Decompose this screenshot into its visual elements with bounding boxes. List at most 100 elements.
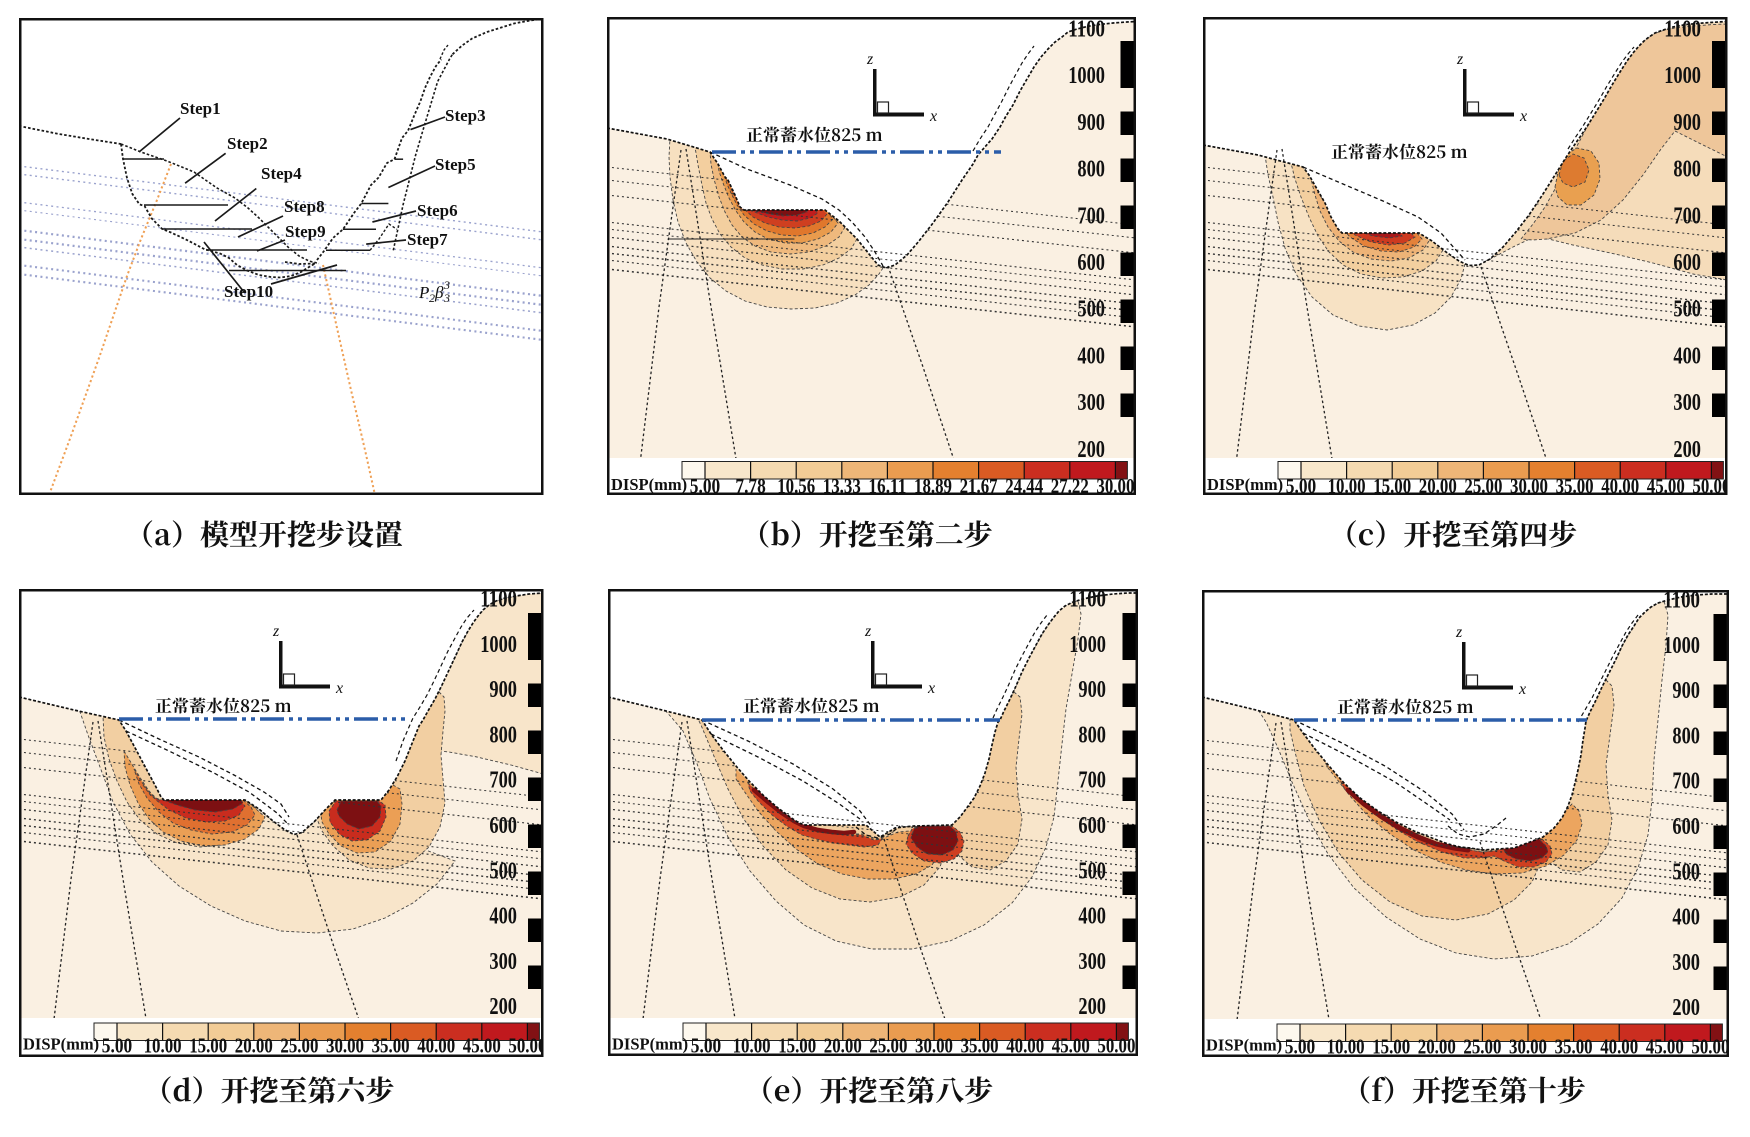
svg-text:800: 800	[489, 722, 517, 748]
svg-text:30.00: 30.00	[326, 1034, 364, 1058]
svg-text:300: 300	[1077, 390, 1105, 416]
svg-text:x: x	[1519, 108, 1527, 125]
svg-text:15.00: 15.00	[1373, 474, 1411, 498]
svg-text:800: 800	[1077, 157, 1105, 183]
svg-text:50.00: 50.00	[1097, 1034, 1135, 1058]
svg-text:600: 600	[1673, 250, 1701, 276]
svg-text:300: 300	[1078, 949, 1106, 975]
svg-text:25.00: 25.00	[1463, 1035, 1501, 1059]
svg-text:5.00: 5.00	[102, 1034, 132, 1058]
svg-text:400: 400	[1673, 343, 1701, 369]
svg-text:400: 400	[1672, 905, 1700, 931]
svg-text:400: 400	[489, 904, 517, 930]
svg-text:1000: 1000	[480, 632, 517, 658]
svg-text:900: 900	[1672, 678, 1700, 704]
svg-text:45.00: 45.00	[1052, 1034, 1090, 1058]
svg-text:400: 400	[1077, 343, 1105, 369]
svg-text:40.00: 40.00	[1600, 1035, 1638, 1059]
svg-text:40.00: 40.00	[1601, 474, 1639, 498]
svg-text:1100: 1100	[1664, 17, 1701, 43]
svg-text:DISP(mm): DISP(mm)	[1206, 1036, 1282, 1055]
svg-text:35.00: 35.00	[372, 1034, 410, 1058]
svg-text:3: 3	[443, 291, 450, 305]
svg-text:45.00: 45.00	[463, 1034, 501, 1058]
svg-text:50.00: 50.00	[1691, 1035, 1729, 1059]
svg-text:1100: 1100	[1069, 587, 1106, 613]
svg-text:Step6: Step6	[417, 201, 458, 220]
svg-text:13.33: 13.33	[823, 474, 861, 498]
svg-text:20.00: 20.00	[1418, 1035, 1456, 1059]
svg-text:1100: 1100	[1663, 588, 1700, 614]
svg-text:Step1: Step1	[180, 99, 221, 118]
svg-text:900: 900	[489, 677, 517, 703]
svg-text:500: 500	[489, 858, 517, 884]
svg-text:x: x	[1518, 681, 1526, 698]
svg-text:50.00: 50.00	[1692, 474, 1730, 498]
svg-text:300: 300	[489, 949, 517, 975]
svg-text:3: 3	[443, 278, 450, 292]
svg-text:1000: 1000	[1663, 633, 1700, 659]
svg-text:800: 800	[1673, 157, 1701, 183]
svg-text:Step10: Step10	[224, 282, 273, 301]
svg-text:300: 300	[1673, 390, 1701, 416]
svg-text:1100: 1100	[480, 587, 517, 613]
svg-text:DISP(mm): DISP(mm)	[611, 475, 687, 494]
svg-text:27.22: 27.22	[1051, 474, 1089, 498]
svg-text:Step4: Step4	[261, 164, 302, 183]
svg-text:600: 600	[1077, 250, 1105, 276]
svg-text:10.00: 10.00	[1328, 474, 1366, 498]
svg-text:300: 300	[1672, 950, 1700, 976]
svg-text:P: P	[418, 283, 429, 302]
svg-text:18.89: 18.89	[914, 474, 952, 498]
svg-text:20.00: 20.00	[235, 1034, 273, 1058]
svg-text:15.00: 15.00	[778, 1034, 816, 1058]
svg-text:Step2: Step2	[227, 134, 268, 153]
svg-text:10.00: 10.00	[733, 1034, 771, 1058]
svg-text:z: z	[866, 51, 874, 68]
svg-text:800: 800	[1672, 723, 1700, 749]
svg-text:30.00: 30.00	[1510, 474, 1548, 498]
svg-text:1000: 1000	[1664, 63, 1701, 89]
svg-text:Step3: Step3	[445, 106, 486, 125]
svg-text:15.00: 15.00	[1372, 1035, 1410, 1059]
svg-text:35.00: 35.00	[961, 1034, 999, 1058]
svg-text:600: 600	[1672, 814, 1700, 840]
svg-text:DISP(mm): DISP(mm)	[23, 1035, 99, 1054]
svg-text:700: 700	[489, 768, 517, 794]
svg-text:z: z	[1456, 51, 1464, 68]
svg-text:20.00: 20.00	[1419, 474, 1457, 498]
svg-text:16.11: 16.11	[868, 474, 906, 498]
svg-text:1100: 1100	[1068, 17, 1105, 43]
svg-text:5.00: 5.00	[1285, 1035, 1315, 1059]
svg-text:45.00: 45.00	[1646, 1035, 1684, 1059]
svg-text:Step7: Step7	[407, 230, 448, 249]
svg-text:500: 500	[1078, 858, 1106, 884]
svg-text:Step9: Step9	[285, 222, 326, 241]
svg-text:45.00: 45.00	[1647, 474, 1685, 498]
svg-text:z: z	[272, 623, 280, 640]
svg-text:2: 2	[429, 291, 435, 305]
svg-text:200: 200	[1078, 994, 1106, 1020]
svg-text:400: 400	[1078, 904, 1106, 930]
svg-text:40.00: 40.00	[1006, 1034, 1044, 1058]
svg-text:30.00: 30.00	[1096, 474, 1134, 498]
svg-text:700: 700	[1673, 203, 1701, 229]
svg-text:700: 700	[1078, 768, 1106, 794]
svg-text:30.00: 30.00	[1509, 1035, 1547, 1059]
svg-text:500: 500	[1673, 297, 1701, 323]
svg-text:900: 900	[1673, 110, 1701, 136]
svg-text:21.67: 21.67	[960, 474, 998, 498]
svg-text:200: 200	[489, 994, 517, 1020]
svg-text:25.00: 25.00	[869, 1034, 907, 1058]
svg-text:500: 500	[1672, 859, 1700, 885]
svg-text:x: x	[929, 108, 937, 125]
svg-text:900: 900	[1078, 677, 1106, 703]
svg-text:Step5: Step5	[435, 155, 476, 174]
svg-text:5.00: 5.00	[1286, 474, 1316, 498]
svg-text:1000: 1000	[1068, 63, 1105, 89]
svg-text:x: x	[927, 680, 935, 697]
svg-text:600: 600	[489, 813, 517, 839]
svg-text:DISP(mm): DISP(mm)	[612, 1035, 688, 1054]
svg-text:20.00: 20.00	[824, 1034, 862, 1058]
svg-text:10.56: 10.56	[777, 474, 815, 498]
